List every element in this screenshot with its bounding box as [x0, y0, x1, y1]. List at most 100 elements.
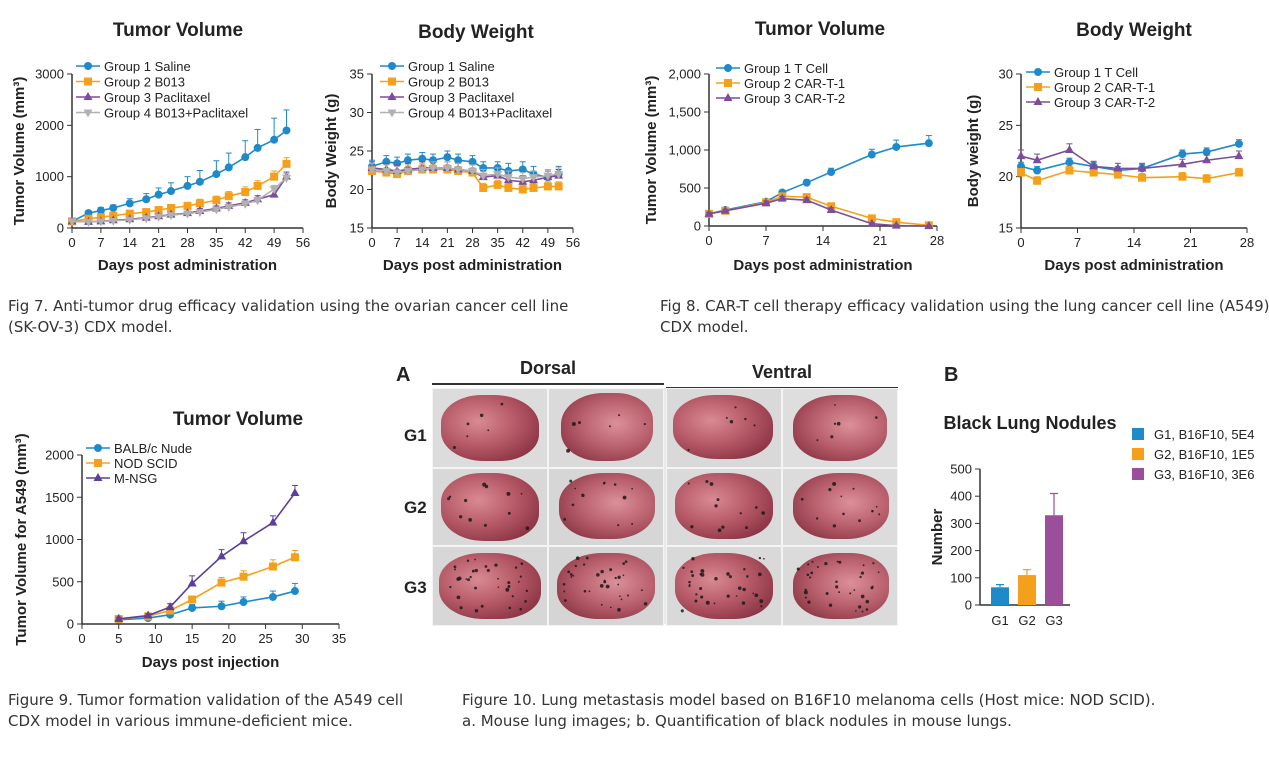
- data-point: [166, 212, 176, 221]
- series-line: [118, 556, 296, 620]
- nodule-dot: [571, 422, 576, 426]
- nodule-dot: [574, 564, 577, 568]
- nodule-dot: [855, 610, 857, 612]
- data-point: [518, 185, 527, 194]
- data-point: [166, 606, 175, 615]
- data-point: [1113, 170, 1122, 179]
- dorsal-divider: [432, 383, 664, 385]
- lung-photo-g2-dorsal-1: [432, 468, 548, 546]
- data-point: [1234, 168, 1243, 177]
- series-2: [114, 549, 299, 623]
- nodule-dot: [840, 495, 843, 498]
- y-tick-label: 30: [999, 67, 1013, 82]
- legend-marker: [724, 64, 732, 72]
- y-axis-label: Number: [929, 509, 946, 566]
- nodule-dot: [609, 606, 612, 609]
- data-point: [183, 181, 192, 190]
- y-axis-label: Body Weight (g): [323, 94, 340, 209]
- nodule-dot: [803, 590, 808, 595]
- fig10-caption-line1: Figure 10. Lung metastasis model based o…: [462, 691, 1156, 709]
- nodule-dot: [860, 594, 865, 599]
- x-tick-label: 56: [296, 235, 310, 250]
- nodule-dot: [825, 592, 829, 596]
- data-point: [417, 166, 427, 175]
- data-point: [403, 168, 413, 177]
- series-1: [68, 109, 291, 226]
- nodule-dot: [700, 569, 705, 573]
- legend-marker: [387, 109, 397, 118]
- legend-marker: [94, 444, 102, 452]
- nodule-dot: [643, 602, 648, 606]
- data-point: [1089, 168, 1098, 177]
- fig9-caption-line1: Figure 9. Tumor formation validation of …: [8, 691, 404, 709]
- y-tick-label: 1000: [45, 532, 74, 547]
- fig7-caption-line1: Fig 7. Anti-tumor drug efficacy validati…: [8, 297, 569, 315]
- nodule-dot: [709, 482, 714, 486]
- nodule-dot: [852, 487, 855, 490]
- data-point: [282, 159, 291, 168]
- data-point: [154, 206, 163, 215]
- legend-marker: [387, 92, 397, 100]
- data-point: [270, 172, 279, 181]
- data-point: [392, 169, 402, 178]
- nodule-dot: [525, 589, 529, 593]
- y-axis-label: Tumor Volume for A549 (mm³): [13, 433, 30, 645]
- series-3: [114, 484, 300, 622]
- nodule-dot: [834, 404, 836, 406]
- data-point: [109, 203, 118, 212]
- nodule-dot: [575, 556, 580, 560]
- series-3: [704, 193, 934, 229]
- nodule-dot: [520, 562, 524, 565]
- nodule-dot: [728, 575, 732, 579]
- chart-title: Body Weight: [418, 22, 534, 43]
- nodule-dot: [525, 526, 530, 531]
- legend-marker: [724, 79, 732, 87]
- nodule-dot: [857, 605, 862, 609]
- nodule-dot: [754, 593, 759, 598]
- nodule-dot: [858, 519, 861, 523]
- nodule-dot: [824, 562, 828, 566]
- data-point: [1178, 172, 1187, 181]
- legend-swatch: [1132, 448, 1144, 460]
- nodule-dot: [680, 609, 684, 613]
- data-point: [867, 218, 877, 227]
- y-tick-label: 20: [350, 182, 364, 197]
- series-line: [118, 492, 296, 620]
- nodule-dot: [804, 596, 807, 599]
- nodule-dot: [497, 577, 499, 580]
- chart-title: Tumor Volume: [173, 409, 303, 430]
- legend-marker: [83, 109, 93, 118]
- data-point: [1033, 176, 1042, 185]
- nodule-dot: [687, 448, 690, 452]
- nodule-dot: [574, 487, 577, 490]
- nodule-dot: [500, 402, 504, 406]
- data-point: [239, 536, 249, 545]
- nodule-dot: [830, 435, 834, 439]
- data-point: [1065, 166, 1074, 175]
- data-point: [428, 164, 438, 173]
- data-point: [290, 553, 299, 562]
- nodule-dot: [484, 484, 489, 489]
- nodule-dot: [862, 564, 865, 567]
- nodule-dot: [870, 586, 874, 590]
- x-tick-label: 14: [816, 233, 830, 248]
- data-point: [1113, 163, 1123, 172]
- legend-label: Group 3 CAR-T-2: [744, 91, 845, 106]
- nodule-dot: [739, 512, 742, 515]
- data-point: [518, 165, 527, 174]
- series-line: [71, 129, 287, 223]
- x-tick-label: 21: [1183, 235, 1197, 250]
- data-point: [529, 174, 539, 183]
- data-point: [224, 203, 234, 212]
- lung-photo-g2-dorsal-2: [548, 468, 664, 546]
- x-tick-label: 7: [394, 235, 401, 250]
- data-point: [479, 183, 488, 192]
- nodule-dot: [807, 600, 811, 604]
- nodule-dot: [861, 610, 864, 613]
- nodule-dot: [631, 487, 633, 490]
- data-point: [211, 206, 221, 215]
- data-point: [253, 181, 262, 190]
- legend-label: Group 2 CAR-T-1: [744, 76, 845, 91]
- y-tick-label: 3000: [35, 67, 64, 82]
- data-point: [143, 610, 153, 619]
